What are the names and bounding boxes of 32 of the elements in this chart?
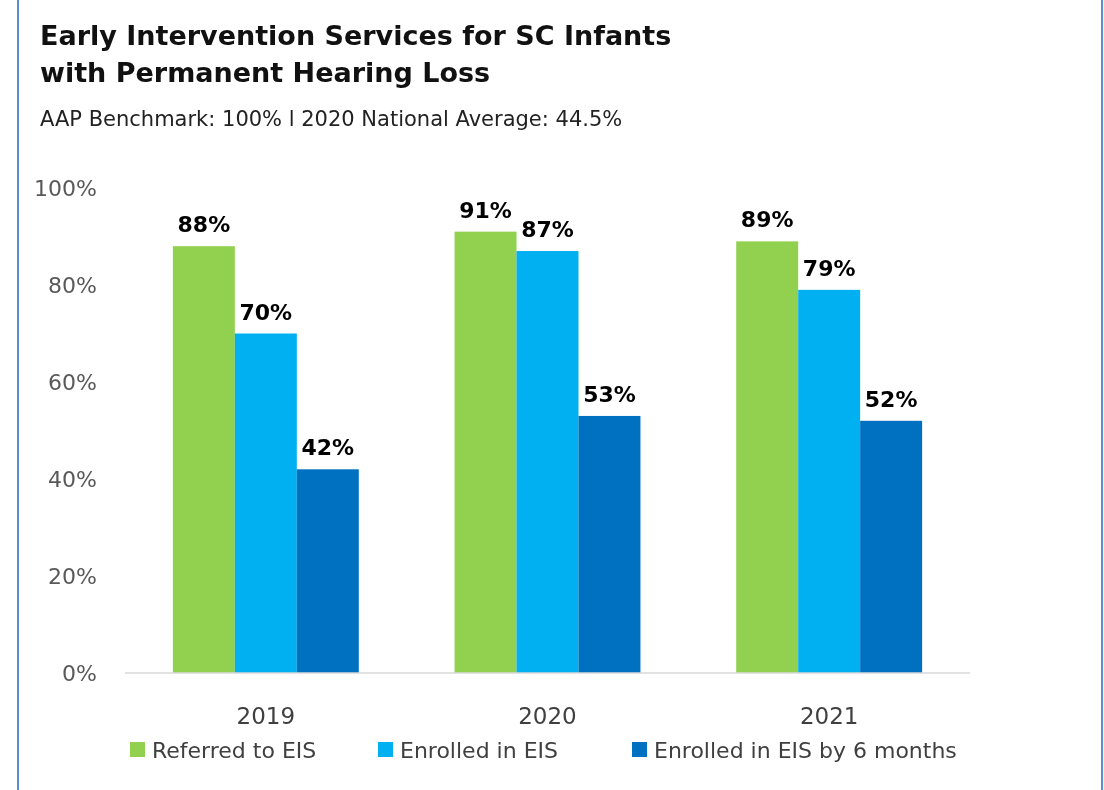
- y-tick-label: 0%: [62, 660, 97, 686]
- x-tick-label: 2021: [799, 703, 859, 729]
- bar: [172, 246, 235, 673]
- bar: [798, 289, 861, 673]
- text: 91%: [459, 197, 512, 223]
- bar: [234, 333, 297, 673]
- text: 88%: [177, 212, 231, 238]
- text: 70%: [239, 299, 293, 325]
- bar: [860, 420, 923, 673]
- text: 42%: [301, 435, 355, 461]
- chart-title: Early Intervention Services for SC Infants with Permanent Hearing Loss: [40, 20, 672, 88]
- bar: [516, 251, 579, 673]
- bar: [454, 231, 517, 673]
- y-tick-label: 40%: [48, 466, 97, 492]
- bar: [578, 415, 641, 673]
- text: 79%: [802, 255, 856, 281]
- y-tick-label: 60%: [48, 369, 97, 395]
- legend-label: Enrolled in EIS by 6 months: [654, 737, 957, 763]
- bar: [736, 241, 799, 673]
- bar: [296, 469, 359, 673]
- text: 52%: [864, 386, 918, 412]
- y-tick-label: 100%: [34, 175, 97, 201]
- text: 89%: [740, 207, 794, 233]
- x-tick-label: 2020: [518, 703, 577, 729]
- text: 53%: [583, 381, 636, 407]
- y-tick-label: 20%: [48, 563, 97, 589]
- text: 87%: [521, 217, 574, 243]
- x-tick-label: 2019: [236, 703, 296, 729]
- chart-subtitle: AAP Benchmark: 100% l 2020 National Average: 44.5%: [40, 107, 623, 131]
- legend-label: Referred to EIS: [152, 737, 317, 763]
- y-tick-label: 80%: [48, 272, 97, 298]
- legend-label: Enrolled in EIS: [400, 737, 558, 763]
